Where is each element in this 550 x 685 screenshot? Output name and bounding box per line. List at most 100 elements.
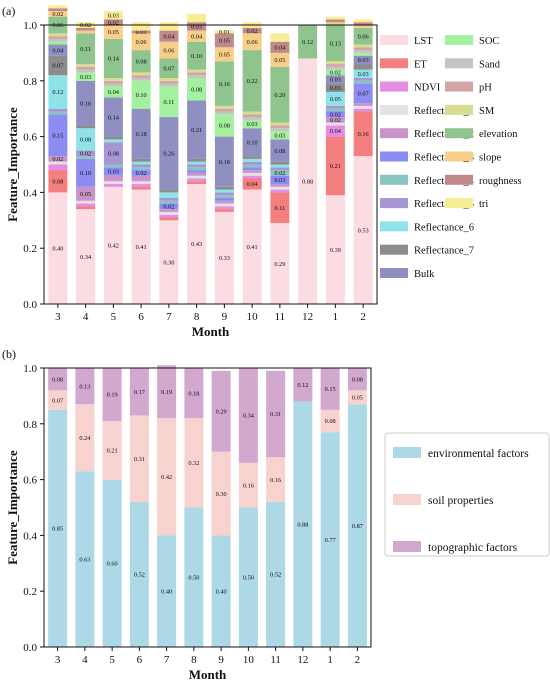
bar-segment — [214, 200, 234, 204]
data-label: 0.26 — [163, 151, 174, 158]
bar-segment — [187, 69, 207, 73]
bar-segment — [159, 217, 179, 221]
bar-segment — [131, 189, 151, 304]
y-tick-label: 0.6 — [23, 475, 37, 487]
bar-segment — [242, 27, 262, 34]
x-tick-label: 10 — [247, 311, 259, 323]
legend-swatch — [445, 174, 473, 185]
legend-item: Sand — [445, 58, 501, 70]
data-label: 0.05 — [330, 96, 341, 103]
bar-segment — [48, 390, 68, 410]
x-axis-label: Month — [192, 324, 230, 339]
legend-item: pH — [445, 81, 492, 94]
data-label: 0.02 — [108, 19, 119, 26]
bar-segment — [103, 175, 123, 182]
data-label: 0.06 — [52, 22, 63, 29]
legend-label: Reflectance_3 — [414, 153, 474, 164]
x-tick-label: 9 — [222, 311, 228, 323]
legend-swatch — [445, 198, 473, 209]
data-label: 0.52 — [134, 572, 145, 579]
bar-segment — [76, 125, 96, 129]
data-label: 0.05 — [219, 38, 230, 45]
data-label: 0.05 — [80, 191, 91, 198]
bar-segment — [242, 158, 262, 162]
bar-segment — [242, 114, 262, 118]
legend-item: slope — [445, 151, 502, 164]
bar-segment — [270, 186, 290, 190]
data-label: 0.08 — [108, 151, 119, 158]
bar-segment — [211, 451, 231, 536]
legend-item: tri — [445, 198, 488, 210]
data-label: 0.03 — [274, 177, 285, 184]
legend-item: topographic factors — [393, 541, 518, 554]
bar-segment — [187, 172, 207, 176]
data-label: 0.08 — [352, 376, 363, 383]
x-tick-label: 4 — [82, 654, 88, 666]
data-label: 0.13 — [330, 40, 341, 47]
data-label: 0.29 — [274, 261, 285, 268]
bar-segment — [347, 390, 367, 405]
x-tick-label: 2 — [360, 311, 366, 323]
bar-segment — [48, 36, 68, 39]
bar-segment — [103, 11, 123, 20]
data-label: 0.87 — [352, 523, 363, 530]
bar-segment — [131, 186, 151, 190]
bar-segment — [76, 69, 96, 73]
data-label: 0.39 — [330, 247, 341, 254]
bar-segment — [159, 200, 179, 204]
bar-segment — [353, 22, 373, 25]
bar-segment — [48, 192, 68, 304]
data-label: 0.02 — [52, 11, 63, 18]
bar-segment — [76, 156, 96, 159]
bar-segment — [325, 105, 345, 109]
data-label: 0.07 — [52, 397, 63, 404]
data-label: 0.30 — [163, 259, 174, 266]
data-label: 0.04 — [274, 45, 286, 52]
legend-swatch — [445, 81, 473, 92]
bar-segment — [353, 156, 373, 304]
legend-label: SOC — [479, 36, 499, 47]
data-label: 0.21 — [330, 163, 341, 170]
data-label: 0.17 — [134, 389, 145, 396]
bar-segment — [214, 47, 234, 62]
bar-segment — [270, 131, 290, 140]
data-label: 0.31 — [270, 411, 281, 418]
legend-item: elevation — [445, 128, 518, 140]
legend-swatch — [393, 447, 421, 458]
data-label: 0.21 — [107, 448, 118, 455]
bar-segment — [270, 125, 290, 129]
bar-segment — [242, 189, 262, 304]
bar-segment — [211, 370, 231, 452]
bar-segment — [159, 41, 179, 59]
legend-item: Reflectance_4 — [380, 174, 475, 187]
bar-segment — [214, 114, 234, 137]
data-label: 0.16 — [243, 482, 254, 489]
bar-segment — [75, 471, 95, 647]
data-label: 0.02 — [52, 156, 63, 163]
data-label: 0.06 — [136, 39, 147, 46]
y-axis-label: Feature_Importance — [5, 450, 20, 565]
data-label: 0.21 — [191, 127, 202, 134]
bar-segment — [159, 117, 179, 190]
y-tick-label: 1.0 — [23, 20, 37, 32]
y-tick-label: 0.8 — [23, 76, 37, 88]
data-label: 0.02 — [330, 117, 341, 124]
legend-label: NDVI — [414, 83, 441, 94]
x-tick-label: 10 — [243, 654, 255, 666]
data-label: 0.50 — [243, 574, 254, 581]
legend-item: LST — [380, 35, 433, 47]
bar-segment — [159, 209, 179, 212]
y-tick-label: 1.0 — [23, 363, 37, 375]
data-label: 0.03 — [358, 57, 369, 64]
data-label: 0.10 — [80, 170, 91, 177]
data-label: 0.85 — [52, 526, 63, 533]
data-label: 0.24 — [79, 435, 91, 442]
bar-segment — [103, 142, 123, 165]
bar-segment — [75, 404, 95, 472]
bar-segment — [270, 52, 290, 67]
data-label: 0.03 — [330, 77, 341, 84]
bar-segment — [48, 41, 68, 45]
bar-segment — [159, 211, 179, 215]
bar-segment — [242, 119, 262, 129]
bar-segment — [103, 80, 123, 84]
